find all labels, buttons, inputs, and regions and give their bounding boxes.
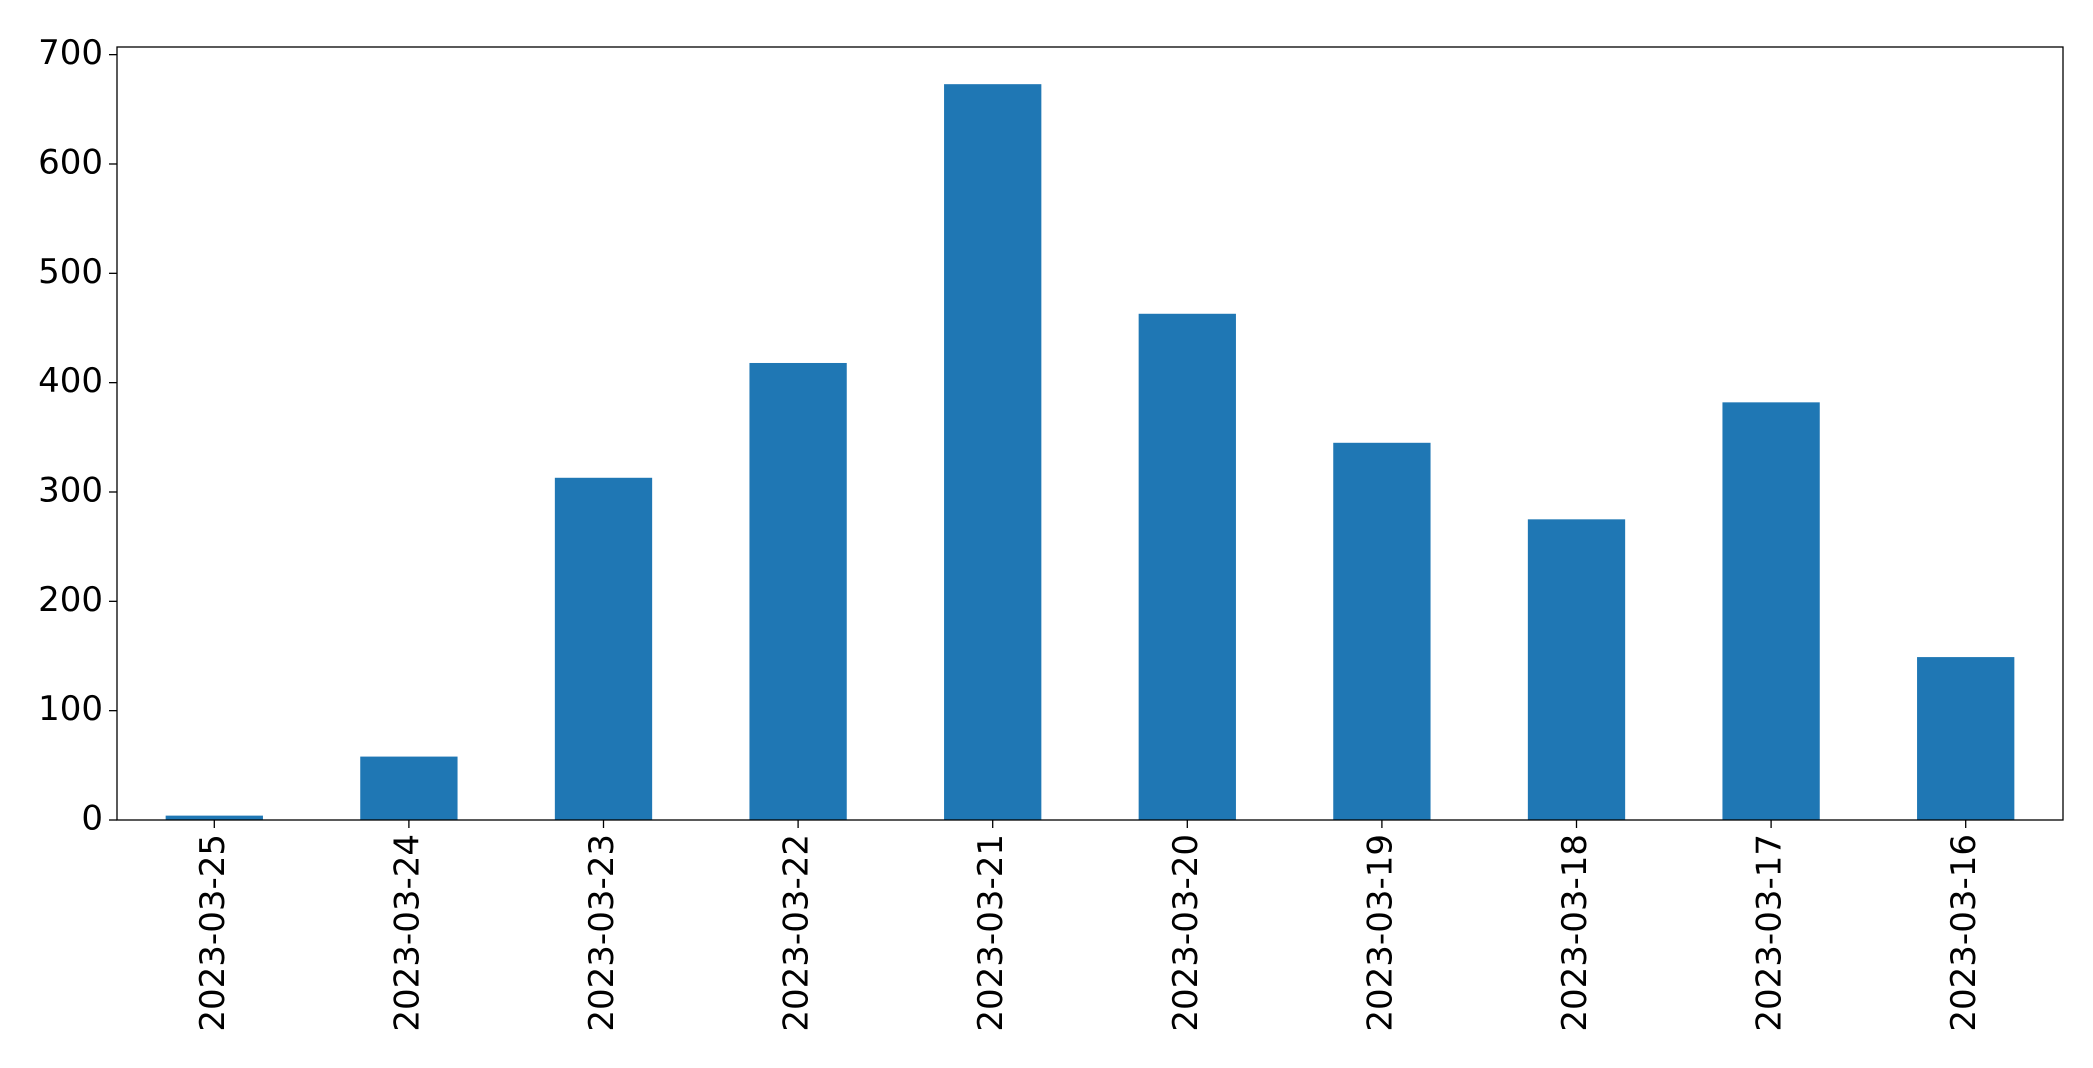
y-tick-label: 100 [38,689,103,729]
x-tick-label: 2023-03-21 [971,834,1011,1032]
x-tick-label: 2023-03-18 [1555,834,1595,1032]
y-tick-label: 500 [38,252,103,292]
y-tick-label: 700 [38,33,103,73]
bar [1917,657,2015,820]
bar [1333,442,1431,820]
y-tick-label: 0 [81,799,103,839]
x-tick-label: 2023-03-23 [582,834,622,1032]
x-tick-label: 2023-03-24 [387,834,427,1032]
y-tick-label: 600 [38,142,103,182]
x-tick-label: 2023-03-25 [193,834,233,1032]
x-tick-label: 2023-03-16 [1944,834,1984,1032]
bar [554,477,653,820]
y-tick-label: 300 [38,470,103,510]
bar [1527,519,1626,820]
bar [944,84,1042,821]
x-tick-label: 2023-03-17 [1750,834,1790,1032]
y-tick-label: 400 [38,361,103,401]
bar [165,815,263,820]
y-tick-label: 200 [38,580,103,620]
x-tick-label: 2023-03-20 [1166,834,1206,1032]
bar [749,362,847,820]
x-tick-label: 2023-03-19 [1360,834,1400,1032]
x-tick-label: 2023-03-22 [777,834,817,1032]
bar [1722,402,1820,820]
bar [1138,313,1236,820]
bar [360,756,458,820]
plot-frame [116,46,2064,821]
